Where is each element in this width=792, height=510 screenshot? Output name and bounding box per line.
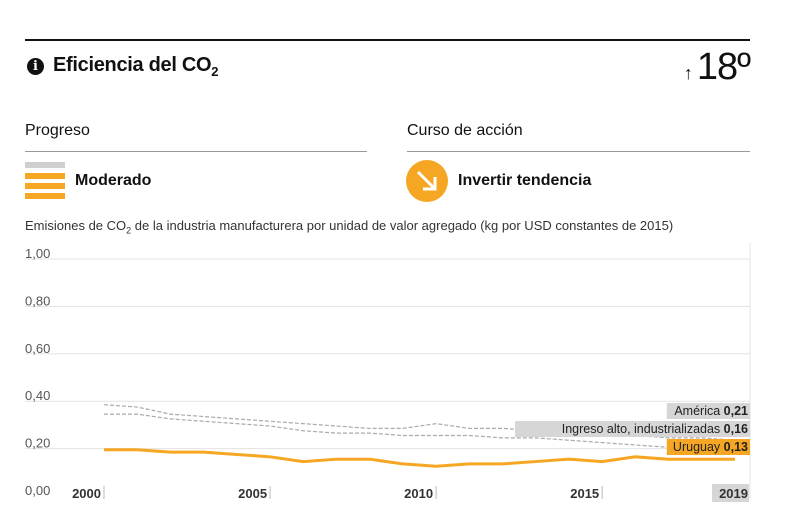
progress-divider [25,151,367,152]
x-tick-label: 2000 [72,486,101,501]
progress-bar-filled [25,193,65,199]
progress-bar-filled [25,183,65,189]
y-tick-label: 0,20 [25,436,50,451]
x-end-label: 2019 [719,486,748,501]
series-label-bg [666,439,750,455]
arrow-down-right-icon [406,160,448,202]
page-title: Eficiencia del CO2 [53,54,219,79]
top-rule [25,39,750,41]
progress-bar-empty [25,162,65,168]
action-status: Invertir tendencia [458,172,592,189]
progress-bars-icon [25,162,65,200]
info-icon[interactable]: i [27,58,44,75]
series-line [104,413,736,453]
progress-status: Moderado [75,172,152,189]
x-tick-label: 2015 [570,486,599,501]
series-label-bg [666,403,750,419]
series-label: Uruguay 0,13 [673,440,748,454]
series-line [104,448,735,468]
y-tick-label: 0,80 [25,293,50,308]
arrow-up-icon: ↑ [683,63,693,83]
series-label: Ingreso alto, industrializadas 0,16 [562,422,748,436]
y-tick-label: 0,60 [25,341,50,356]
chart-subtitle: Emisiones de CO2 de la industria manufac… [25,218,674,236]
action-divider [407,151,750,152]
y-tick-label: 0,40 [25,388,50,403]
rank-indicator: ↑ 18º [683,46,751,89]
y-tick-label: 1,00 [25,246,50,261]
series-label-bg [515,421,750,437]
x-end-label-bg [712,484,749,502]
progress-bar-filled [25,173,65,179]
progress-heading: Progreso [25,122,90,139]
x-tick-label: 2005 [238,486,267,501]
action-heading: Curso de acción [407,122,523,139]
x-tick-label: 2010 [404,486,433,501]
rank-value: 18º [696,46,751,88]
series-label: América 0,21 [674,404,748,418]
title-row: i Eficiencia del CO2 [27,54,219,79]
y-tick-label: 0,00 [25,483,50,498]
